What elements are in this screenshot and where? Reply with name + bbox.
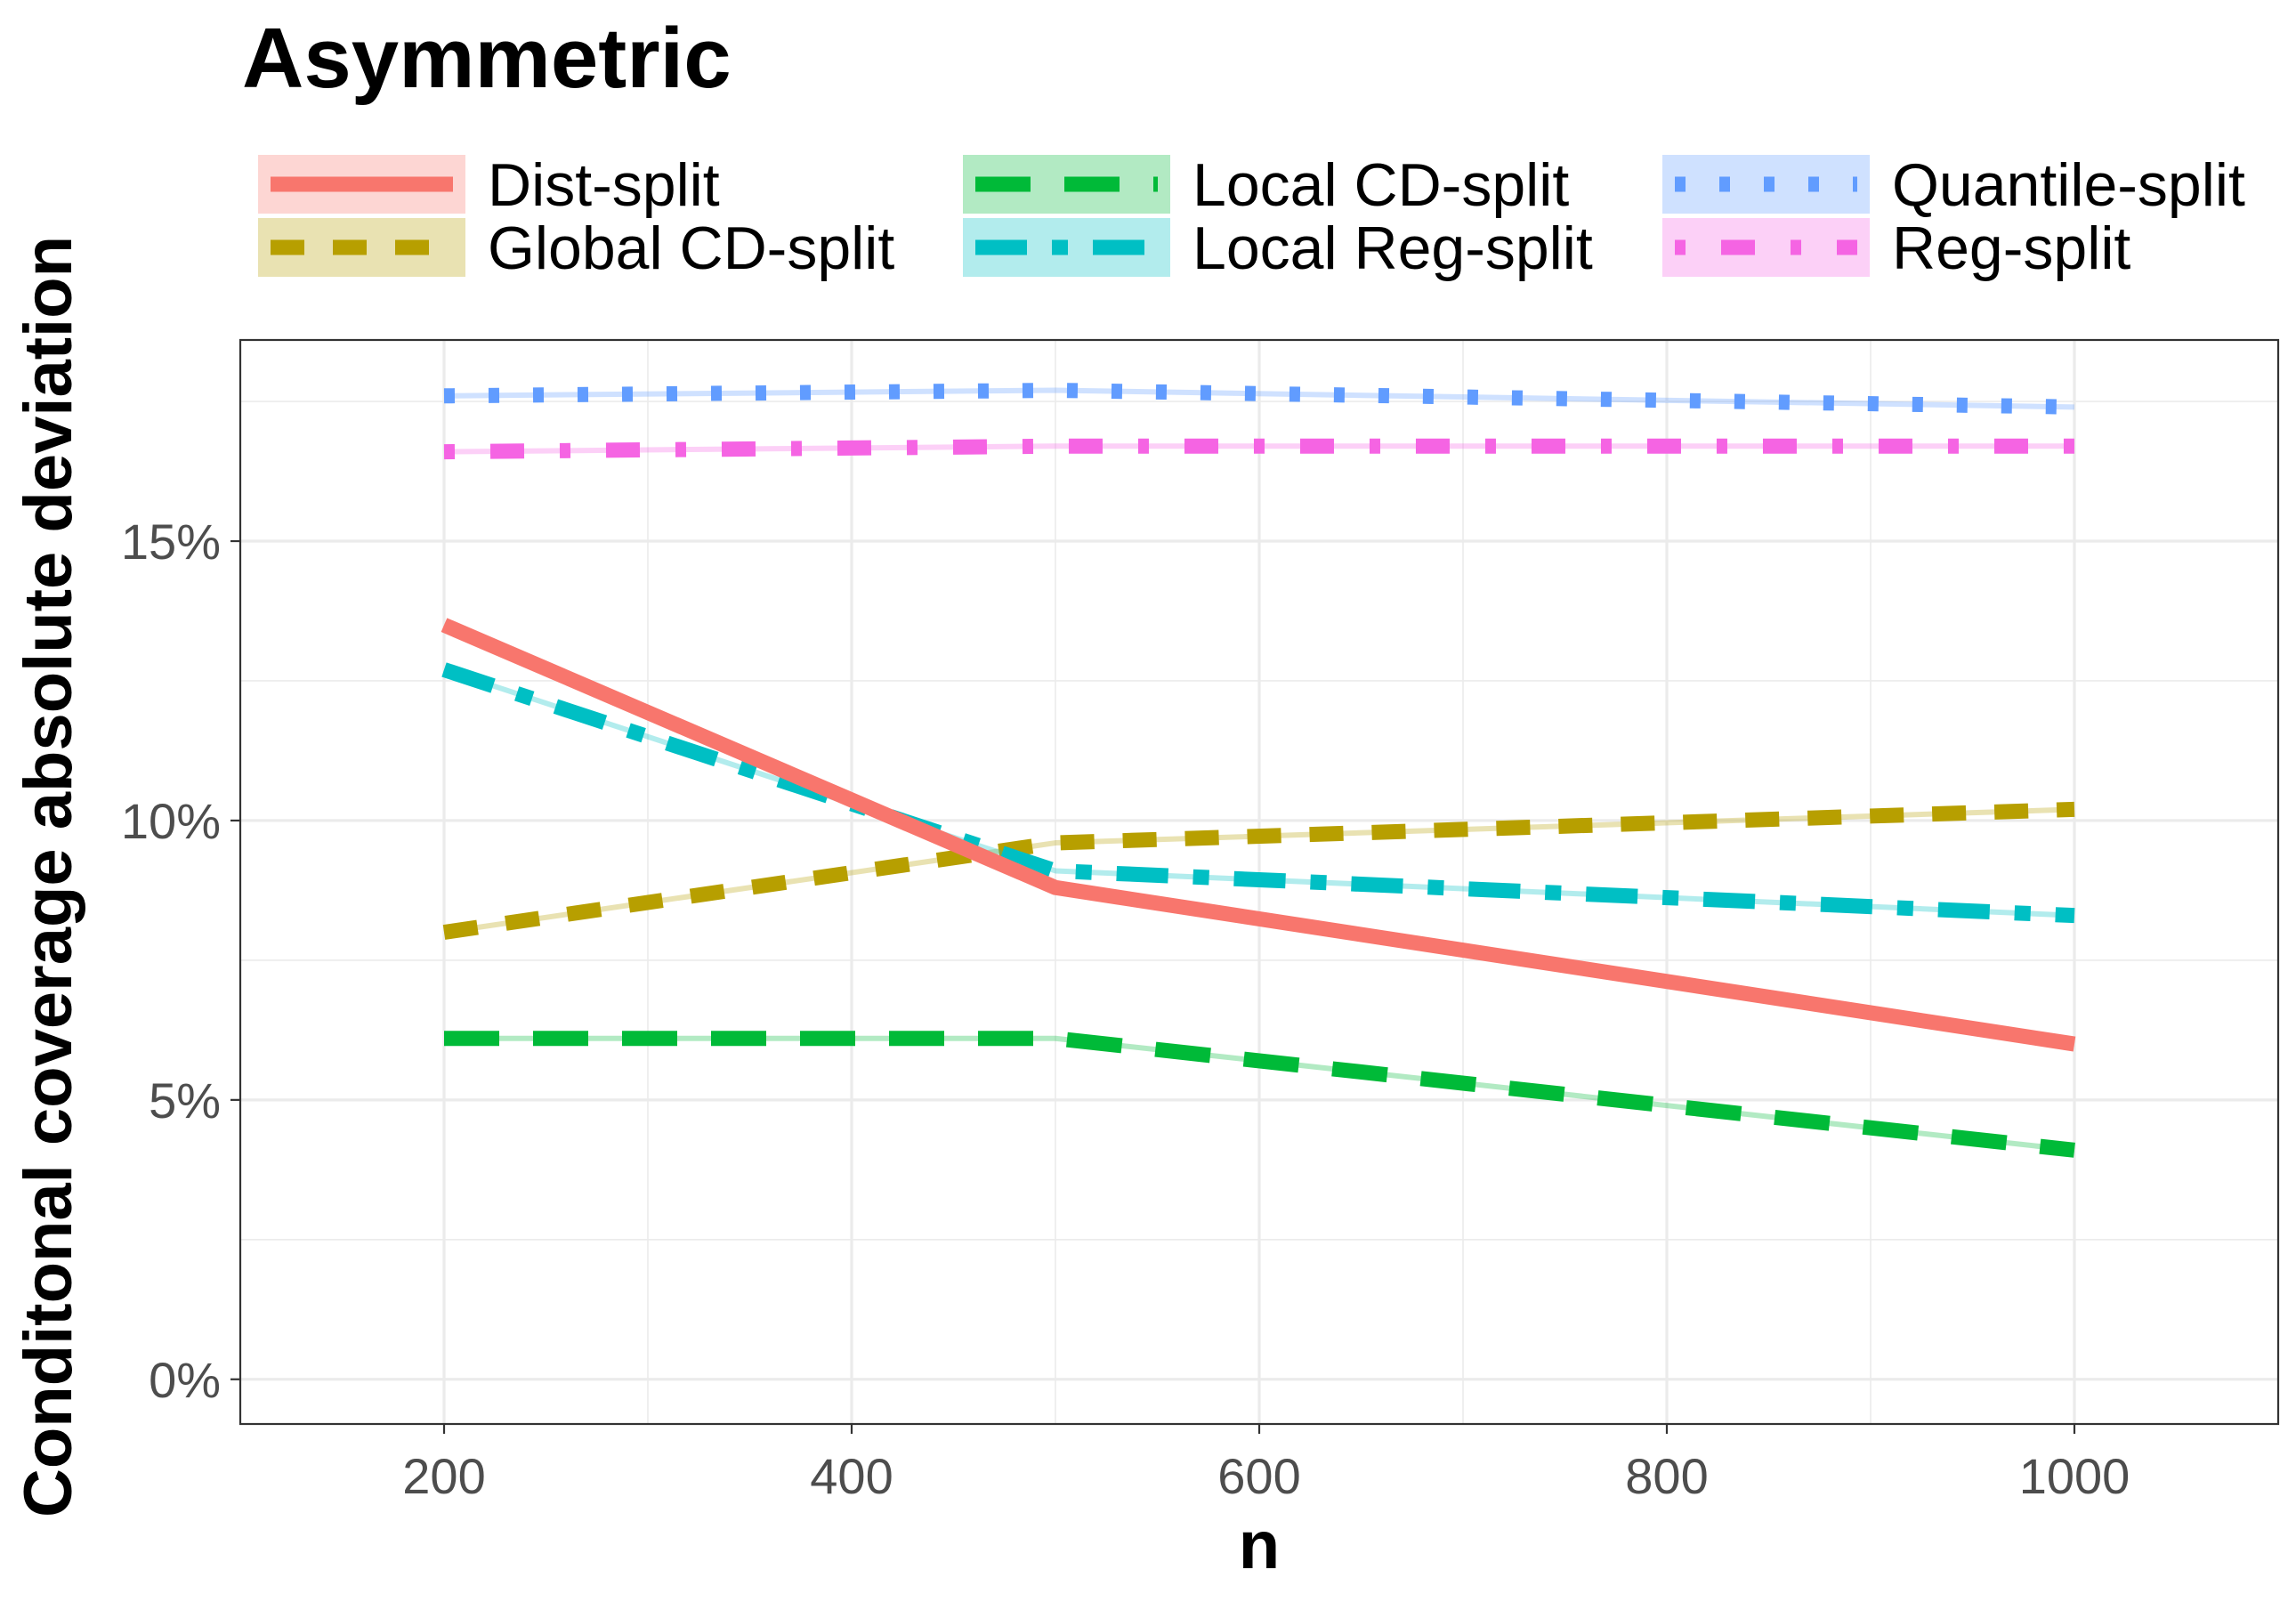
x-axis-title: n: [1239, 1508, 1280, 1583]
series-line: [441, 662, 2075, 924]
data-point: [2073, 807, 2076, 811]
x-tick-label: 600: [1217, 1448, 1300, 1504]
legend-item: Reg-split: [1662, 214, 2130, 282]
legend-label: Global CD-split: [488, 214, 894, 282]
x-axis: 200 400 600 800 1000: [402, 1424, 2130, 1504]
y-tick-label: 0%: [149, 1352, 221, 1408]
series-line: [443, 383, 2075, 415]
data-point: [1054, 841, 1057, 845]
series-local-reg-split: [441, 662, 2076, 924]
x-tick-label: 400: [810, 1448, 893, 1504]
legend-item: Local Reg-split: [963, 214, 1593, 282]
data-point: [442, 450, 446, 454]
data-point: [442, 623, 446, 627]
data-point: [442, 1037, 446, 1040]
chart-title: Asymmetric: [242, 11, 732, 106]
series-reg-split: [442, 438, 2076, 460]
plot-area: [238, 338, 2280, 1426]
legend-key-box: [1662, 218, 1870, 277]
data-point: [2073, 1148, 2076, 1152]
y-tick-label: 10%: [121, 793, 221, 849]
y-axis: 0% 5% 10% 15%: [121, 514, 240, 1408]
data-point: [1054, 869, 1057, 872]
y-tick-label: 15%: [121, 514, 221, 570]
legend-label: Local CD-split: [1192, 151, 1569, 219]
series-line: [442, 801, 2075, 940]
data-point: [1054, 1037, 1057, 1040]
x-tick-label: 1000: [2019, 1448, 2130, 1504]
legend-label: Quantile-split: [1892, 151, 2245, 219]
data-point: [442, 668, 446, 671]
y-tick-label: 5%: [149, 1072, 221, 1129]
series-layer: [441, 383, 2076, 1158]
series-band: [443, 443, 2074, 455]
series-quantile-split: [442, 383, 2076, 415]
legend-label: Reg-split: [1892, 214, 2130, 282]
x-tick-label: 800: [1625, 1448, 1708, 1504]
y-axis-title: Conditonal coverage absolute deviation: [11, 236, 86, 1517]
data-point: [2073, 444, 2076, 448]
legend-label: Dist-split: [488, 151, 720, 219]
data-point: [442, 394, 446, 398]
x-tick-label: 200: [402, 1448, 485, 1504]
legend-item: Local CD-split: [963, 151, 1569, 219]
series-local-cd-split: [442, 1031, 2076, 1158]
legend-label: Local Reg-split: [1192, 214, 1593, 282]
data-point: [1054, 389, 1057, 392]
series-line: [441, 618, 2076, 1052]
legend-item: Dist-split: [258, 151, 720, 219]
data-point: [1054, 886, 1057, 889]
data-point: [1054, 444, 1057, 448]
series-dist-split: [441, 618, 2076, 1052]
legend-item: Quantile-split: [1662, 151, 2245, 219]
series-global-cd-split: [442, 801, 2076, 940]
data-point: [442, 931, 446, 934]
series-line: [444, 1031, 2075, 1158]
data-point: [2073, 914, 2076, 918]
data-point: [2073, 1042, 2076, 1046]
legend-item: Global CD-split: [258, 214, 894, 282]
data-point: [2073, 405, 2076, 409]
